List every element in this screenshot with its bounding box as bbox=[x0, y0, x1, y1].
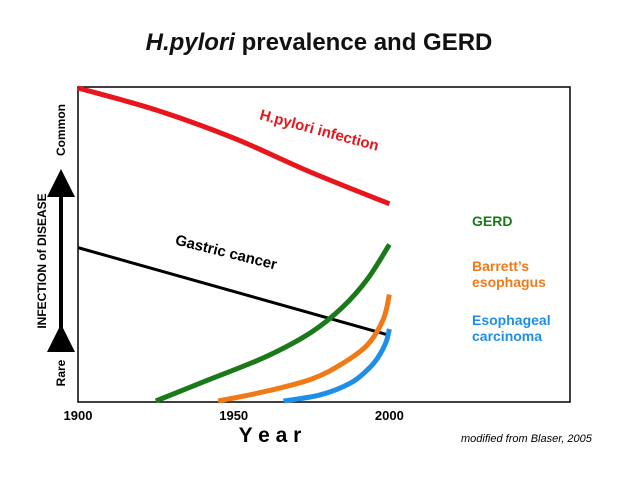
y-axis-label: INFECTION of DISEASE bbox=[35, 193, 49, 328]
series-label-barrett-s-esophagus: Barrett’s esophagus bbox=[472, 258, 546, 290]
plot-frame bbox=[77, 86, 571, 403]
chart-title-italic: H.pylori bbox=[146, 29, 237, 56]
x-tick-label-1950: 1950 bbox=[219, 408, 248, 423]
x-tick-label-1900: 1900 bbox=[64, 408, 93, 423]
x-tick-label-2000: 2000 bbox=[375, 408, 404, 423]
series-lines bbox=[77, 85, 392, 404]
series-labels: H.pylori infection Gastric cancer GERD Barr… bbox=[173, 107, 550, 344]
series-line-gerd bbox=[154, 243, 392, 404]
series-label-line: GERD bbox=[472, 213, 512, 229]
series-line-h-pylori-infection bbox=[77, 85, 391, 207]
credit-text: modified from Blaser, 2005 bbox=[461, 433, 593, 445]
series-line-barrett-s-esophagus bbox=[217, 294, 392, 404]
x-ticks: 1900 1950 2000 bbox=[64, 408, 404, 423]
series-label-gastric-cancer: Gastric cancer bbox=[173, 232, 278, 274]
series-label-h-pylori-infection: H.pylori infection bbox=[258, 107, 381, 155]
series-label-esophageal-carcinoma: Esophageal carcinoma bbox=[472, 312, 551, 344]
y-low-label: Rare bbox=[54, 359, 68, 386]
chart-title-rest: prevalence and GERD bbox=[235, 29, 492, 56]
y-high-label: Common bbox=[54, 104, 68, 156]
series-label-line: Barrett’s bbox=[472, 258, 529, 274]
series-label-line: carcinoma bbox=[472, 328, 542, 344]
series-label-line: esophagus bbox=[472, 274, 546, 290]
series-label-gerd: GERD bbox=[472, 213, 512, 229]
series-label-line: Esophageal bbox=[472, 312, 551, 328]
y-axis-indicator: INFECTION of DISEASE Common Rare bbox=[35, 104, 75, 386]
series-line-esophageal-carcinoma bbox=[283, 328, 392, 404]
x-axis-label: Y e a r bbox=[239, 424, 302, 447]
chart-title: H.pylori prevalence and GERD bbox=[146, 29, 493, 56]
series-line-gastric-cancer bbox=[77, 246, 390, 337]
